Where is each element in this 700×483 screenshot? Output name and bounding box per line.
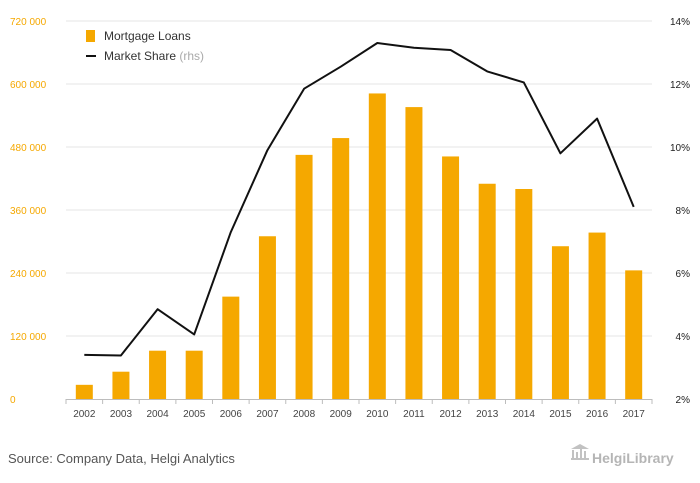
bar-mortgage-loans-2005 — [185, 350, 203, 399]
x-tick-label: 2007 — [256, 409, 279, 420]
bar-mortgage-loans-2007 — [258, 236, 276, 399]
bar-mortgage-loans-2010 — [368, 93, 386, 399]
x-tick-label: 2003 — [110, 409, 133, 420]
legend-label-market-share-suffix: (rhs) — [179, 49, 204, 63]
x-tick-label: 2013 — [476, 409, 499, 420]
brand-name: HelgiLibrary — [592, 450, 674, 466]
y-left-tick-label: 240 000 — [10, 269, 47, 280]
x-tick-label: 2002 — [73, 409, 96, 420]
x-tick-label: 2015 — [549, 409, 572, 420]
axes: 0 120 000 240 000 360 000 480 000 600 000 720 … — [10, 17, 690, 420]
x-tick-label: 2014 — [513, 409, 536, 420]
x-tick-label: 2004 — [146, 409, 169, 420]
y-right-tick-label: 12% — [670, 80, 690, 91]
x-tick-label: 2010 — [366, 409, 389, 420]
y-left-tick-label: 600 000 — [10, 80, 47, 91]
bar-series-mortgage-loans — [75, 93, 643, 399]
legend-label-market-share-name: Market Share — [104, 49, 176, 63]
bar-mortgage-loans-2006 — [222, 296, 240, 399]
y-right-tick-label: 4% — [676, 332, 691, 343]
x-tick-label: 2005 — [183, 409, 206, 420]
legend-label-market-share: Market Share (rhs) — [104, 49, 204, 63]
library-icon — [571, 444, 589, 460]
y-left-tick-label: 360 000 — [10, 206, 47, 217]
y-left-tick-label: 720 000 — [10, 17, 47, 28]
y-left-tick-label: 0 — [10, 395, 16, 406]
bar-mortgage-loans-2002 — [75, 384, 93, 399]
bar-mortgage-loans-2003 — [112, 371, 130, 399]
bar-mortgage-loans-2015 — [551, 246, 569, 399]
bar-mortgage-loans-2008 — [295, 154, 313, 399]
y-left-tick-label: 120 000 — [10, 332, 47, 343]
y-right-tick-label: 14% — [670, 17, 690, 28]
x-tick-label: 2017 — [623, 409, 646, 420]
x-tick-label: 2009 — [330, 409, 353, 420]
x-tick-label: 2011 — [403, 409, 425, 420]
bar-mortgage-loans-2009 — [332, 138, 350, 399]
bar-mortgage-loans-2016 — [588, 232, 606, 399]
legend-swatch-mortgage-loans — [86, 30, 95, 42]
source-note: Source: Company Data, Helgi Analytics — [8, 451, 235, 466]
line-market-share — [84, 42, 635, 357]
bar-mortgage-loans-2012 — [442, 156, 460, 399]
bar-mortgage-loans-2011 — [405, 107, 423, 399]
x-tick-label: 2006 — [220, 409, 243, 420]
y-right-tick-label: 2% — [676, 395, 691, 406]
line-series-market-share — [84, 42, 635, 357]
x-tick-label: 2016 — [586, 409, 609, 420]
footer: Source: Company Data, Helgi Analytics He… — [8, 444, 674, 466]
y-right-tick-label: 6% — [676, 269, 691, 280]
bar-mortgage-loans-2013 — [478, 183, 496, 399]
x-tick-label: 2012 — [439, 409, 462, 420]
legend-label-mortgage-loans: Mortgage Loans — [104, 29, 191, 43]
x-tick-label: 2008 — [293, 409, 316, 420]
legend: Mortgage Loans Market Share (rhs) — [86, 29, 204, 63]
bar-mortgage-loans-2004 — [149, 350, 167, 399]
bar-mortgage-loans-2014 — [515, 189, 533, 399]
helgi-library-logo: HelgiLibrary — [571, 444, 674, 466]
y-right-tick-label: 10% — [670, 143, 690, 154]
y-left-tick-label: 480 000 — [10, 143, 47, 154]
y-right-tick-label: 8% — [676, 206, 691, 217]
bar-mortgage-loans-2017 — [625, 270, 643, 399]
